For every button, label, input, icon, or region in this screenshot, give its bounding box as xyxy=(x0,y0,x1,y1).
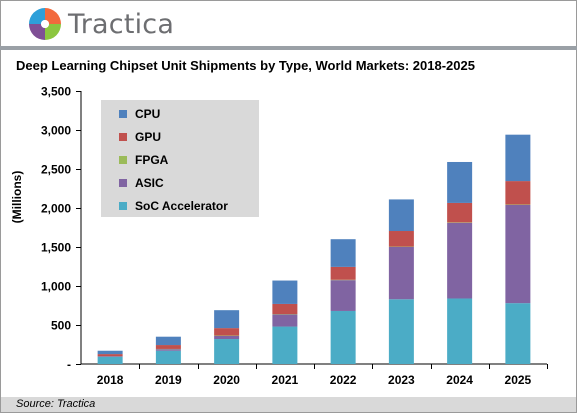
legend-label: SoC Accelerator xyxy=(135,199,228,213)
chart-legend: CPU GPU FPGA ASIC SoC Accelerator xyxy=(101,100,259,217)
y-axis-label: (Millions) xyxy=(6,142,28,252)
legend-swatch xyxy=(119,202,127,210)
y-axis-label-text: (Millions) xyxy=(10,170,24,224)
legend-label: FPGA xyxy=(135,153,169,167)
header-rule xyxy=(0,46,577,50)
source-text: Source: Tractica xyxy=(16,398,96,410)
chart-title: Deep Learning Chipset Unit Shipments by … xyxy=(16,58,475,73)
source-footer: Source: Tractica xyxy=(1,397,576,412)
legend-swatch xyxy=(119,133,127,141)
tractica-logo-icon xyxy=(29,8,61,40)
legend-label: GPU xyxy=(135,130,162,144)
legend-swatch xyxy=(119,156,127,164)
legend-item: FPGA xyxy=(119,151,168,169)
legend-swatch xyxy=(119,179,127,187)
legend-item: SoC Accelerator xyxy=(119,197,228,215)
brand-name: Tractica xyxy=(68,8,175,40)
brand-header: Tractica xyxy=(28,6,174,42)
legend-swatch xyxy=(119,110,127,118)
legend-item: GPU xyxy=(119,128,161,146)
legend-item: ASIC xyxy=(119,174,164,192)
legend-item: CPU xyxy=(119,105,160,123)
legend-label: ASIC xyxy=(135,176,164,190)
legend-label: CPU xyxy=(135,107,161,121)
